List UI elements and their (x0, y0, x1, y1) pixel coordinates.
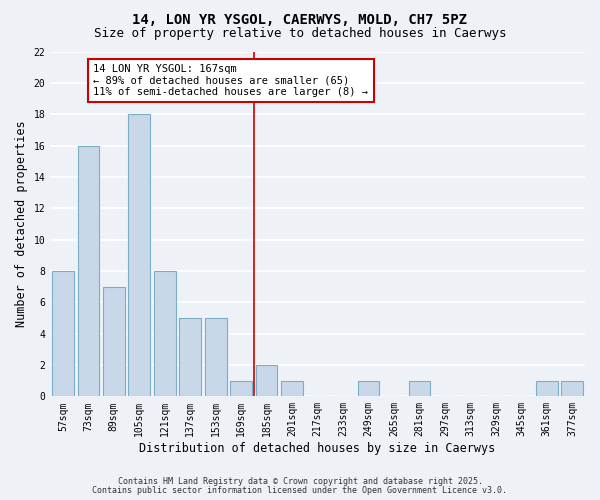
Bar (103, 286, 125, 397)
Bar (256, 365, 277, 396)
Bar (230, 380, 252, 396)
X-axis label: Distribution of detached houses by size in Caerwys: Distribution of detached houses by size … (139, 442, 496, 455)
Bar (179, 318, 201, 396)
Text: Size of property relative to detached houses in Caerwys: Size of property relative to detached ho… (94, 28, 506, 40)
Bar (52, 271, 74, 396)
Bar (281, 380, 303, 396)
Bar (358, 380, 379, 396)
Bar (154, 271, 176, 396)
Y-axis label: Number of detached properties: Number of detached properties (15, 120, 28, 327)
Text: 14, LON YR YSGOL, CAERWYS, MOLD, CH7 5PZ: 14, LON YR YSGOL, CAERWYS, MOLD, CH7 5PZ (133, 12, 467, 26)
Bar (77, 146, 99, 396)
Text: Contains HM Land Registry data © Crown copyright and database right 2025.: Contains HM Land Registry data © Crown c… (118, 477, 482, 486)
Bar (409, 380, 430, 396)
Bar (562, 380, 583, 396)
Text: Contains public sector information licensed under the Open Government Licence v3: Contains public sector information licen… (92, 486, 508, 495)
Bar (536, 380, 557, 396)
Bar (205, 318, 227, 396)
Text: 14 LON YR YSGOL: 167sqm
← 89% of detached houses are smaller (65)
11% of semi-de: 14 LON YR YSGOL: 167sqm ← 89% of detache… (94, 64, 368, 97)
Bar (128, 114, 150, 397)
